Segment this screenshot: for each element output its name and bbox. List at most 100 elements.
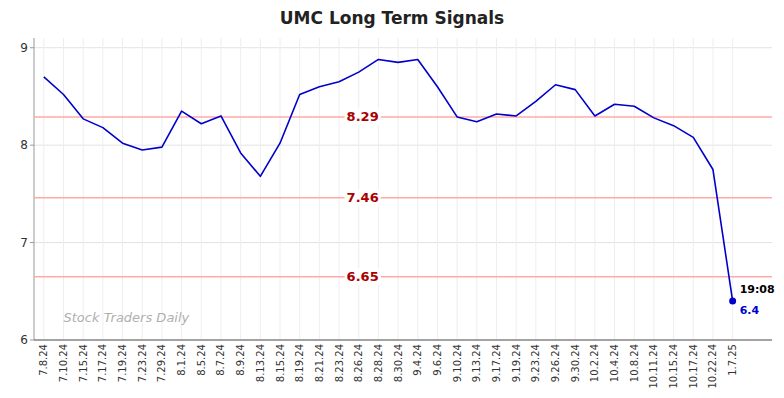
x-tick-label: 9.13.24 [471, 344, 482, 382]
time-label: 19:08 [740, 283, 775, 296]
grid-line-x [358, 38, 359, 340]
x-tick-label: 9.6.24 [432, 344, 443, 376]
data-label: 6.4 [740, 304, 760, 317]
grid-line-x [555, 38, 556, 340]
x-axis-line [34, 340, 772, 341]
grid-line-x [142, 38, 143, 340]
x-tick-label: 10.17.24 [688, 344, 699, 389]
y-tick-label: 9 [20, 41, 28, 55]
x-tick-label: 8.13.24 [255, 344, 266, 382]
y-tick [30, 145, 34, 146]
grid-line-x [634, 38, 635, 340]
x-tick-label: 9.19.24 [511, 344, 522, 382]
grid-line-x [339, 38, 340, 340]
grid-line-x [63, 38, 64, 340]
grid-line-x [653, 38, 654, 340]
grid-line-x [161, 38, 162, 340]
reference-label: 7.46 [347, 190, 379, 205]
grid-line-x [417, 38, 418, 340]
x-tick-label: 8.30.24 [393, 344, 404, 382]
grid-line-x [457, 38, 458, 340]
reference-line [34, 276, 772, 278]
x-tick-label: 8.23.24 [334, 344, 345, 382]
y-tick [30, 47, 34, 48]
grid-line-y [34, 242, 772, 243]
y-tick [30, 242, 34, 243]
grid [34, 38, 772, 340]
grid-line-x [437, 38, 438, 340]
x-tick-label: 8.7.24 [215, 344, 226, 376]
y-tick-label: 7 [20, 236, 28, 250]
y-tick-label: 6 [20, 333, 28, 347]
reference-line [34, 197, 772, 199]
grid-line-x [614, 38, 615, 340]
x-tick-label: 9.30.24 [570, 344, 581, 382]
grid-line-x [496, 38, 497, 340]
grid-line-y [34, 340, 772, 341]
x-tick-label: 7.23.24 [137, 344, 148, 382]
x-tick-label: 8.26.24 [353, 344, 364, 382]
y-axis-line [34, 38, 35, 340]
reference-label: 8.29 [347, 109, 379, 124]
grid-line-x [122, 38, 123, 340]
x-tick-label: 10.11.24 [648, 344, 659, 389]
grid-line-x [398, 38, 399, 340]
x-tick-label: 7.29.24 [156, 344, 167, 382]
label-background [345, 108, 381, 125]
grid-line-x [181, 38, 182, 340]
x-tick-label: 8.1.24 [176, 344, 187, 376]
watermark: Stock Traders Daily [64, 310, 190, 325]
x-tick-label: 7.10.24 [58, 344, 69, 382]
y-tick-label: 8 [20, 138, 28, 152]
grid-line-x [260, 38, 261, 340]
y-tick [30, 340, 34, 341]
x-tick-label: 8.21.24 [314, 344, 325, 382]
x-tick-label: 9.23.24 [530, 344, 541, 382]
plot-area [34, 59, 772, 304]
x-tick-label: 10.22.24 [707, 344, 718, 389]
grid-line-x [83, 38, 84, 340]
x-tick-label: 7.19.24 [117, 344, 128, 382]
x-tick-label: 9.17.24 [491, 344, 502, 382]
x-tick-label: 1.7.25 [727, 344, 738, 376]
x-tick-label: 8.5.24 [196, 344, 207, 376]
x-tick-label: 10.8.24 [629, 344, 640, 382]
x-tick-label: 7.8.24 [38, 344, 49, 376]
x-tick-label: 8.9.24 [235, 344, 246, 376]
background [0, 0, 784, 398]
reference-label: 6.65 [347, 269, 379, 284]
x-tick-label: 8.19.24 [294, 344, 305, 382]
grid-line-x [319, 38, 320, 340]
grid-line-x [575, 38, 576, 340]
x-tick-label: 10.15.24 [668, 344, 679, 389]
reference-line [34, 116, 772, 118]
grid-line-x [516, 38, 517, 340]
price-line [44, 59, 733, 301]
grid-line-y [34, 47, 772, 48]
x-tick-label: 9.26.24 [550, 344, 561, 382]
grid-line-x [476, 38, 477, 340]
x-tick-label: 9.4.24 [412, 344, 423, 376]
grid-line-x [712, 38, 713, 340]
grid-line-x [378, 38, 379, 340]
x-tick-label: 8.15.24 [275, 344, 286, 382]
grid-line-x [102, 38, 103, 340]
grid-line-x [673, 38, 674, 340]
label-background [345, 268, 381, 285]
label-background [345, 189, 381, 206]
chart: UMC Long Term Signals Stock Traders Daily… [0, 0, 784, 398]
grid-line-x [220, 38, 221, 340]
last-point [729, 298, 736, 305]
x-tick-label: 10.2.24 [589, 344, 600, 382]
x-tick-label: 7.15.24 [78, 344, 89, 382]
x-tick-label: 8.28.24 [373, 344, 384, 382]
grid-line-x [693, 38, 694, 340]
reference-labels: 8.29 7.46 6.65 [345, 108, 381, 285]
grid-line-x [535, 38, 536, 340]
grid-line-x [594, 38, 595, 340]
grid-line-x [201, 38, 202, 340]
x-tick-label: 10.4.24 [609, 344, 620, 382]
title: UMC Long Term Signals [280, 8, 504, 28]
x-tick-label: 9.10.24 [452, 344, 463, 382]
grid-line-y [34, 145, 772, 146]
